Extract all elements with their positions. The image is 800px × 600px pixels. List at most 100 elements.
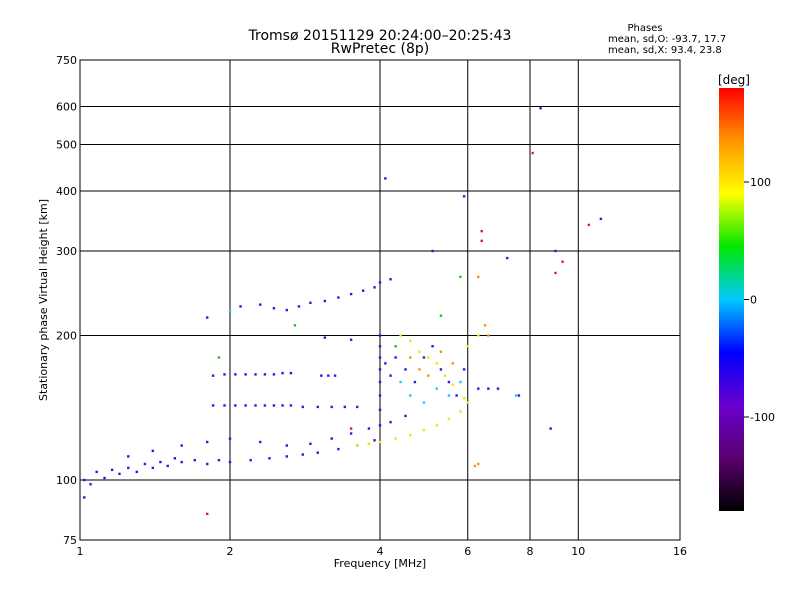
data-point xyxy=(378,380,382,384)
data-point xyxy=(549,427,552,430)
data-point xyxy=(259,303,262,306)
data-point xyxy=(205,316,209,319)
data-point xyxy=(505,256,509,260)
data-point xyxy=(439,314,443,317)
data-point xyxy=(159,460,162,464)
x-axis-ticks: 1 2 4 6 8 10 16 xyxy=(77,545,688,558)
data-point xyxy=(118,472,121,476)
data-point xyxy=(289,371,293,375)
data-point xyxy=(228,437,232,440)
data-point xyxy=(459,380,462,384)
y-tick-label: 500 xyxy=(56,139,77,152)
data-point xyxy=(244,373,247,376)
data-point xyxy=(228,460,232,464)
data-point xyxy=(110,468,114,472)
chart-title: Tromsø 20151129 20:24:00–20:25:43 xyxy=(248,28,512,44)
data-point xyxy=(103,476,106,480)
data-point xyxy=(316,405,319,409)
data-point xyxy=(180,460,183,464)
data-point xyxy=(373,439,376,442)
data-point xyxy=(413,380,417,384)
data-point xyxy=(487,334,490,337)
colorbar xyxy=(719,88,744,511)
y-tick-label: 100 xyxy=(56,474,77,487)
data-point xyxy=(378,356,382,359)
data-point xyxy=(193,458,197,462)
data-point xyxy=(234,373,237,376)
chart-subtitle: RwPretec (8p) xyxy=(331,41,429,57)
data-point xyxy=(281,404,284,407)
data-point xyxy=(272,373,276,376)
legend-heading: Phases xyxy=(627,23,662,34)
colorbar-label: [deg] xyxy=(718,73,750,87)
data-point xyxy=(211,374,215,377)
data-point xyxy=(83,496,86,499)
data-point xyxy=(239,305,242,308)
data-point xyxy=(83,478,86,482)
data-point xyxy=(447,417,451,421)
data-point xyxy=(355,405,359,409)
data-point xyxy=(378,408,382,412)
data-point xyxy=(337,447,340,451)
data-point xyxy=(259,440,262,444)
data-point xyxy=(337,296,340,299)
x-axis-label: Frequency [MHz] xyxy=(334,557,426,570)
data-point xyxy=(462,195,466,198)
data-point xyxy=(378,281,382,284)
data-point xyxy=(554,249,557,253)
data-point xyxy=(439,368,443,371)
data-point xyxy=(135,470,138,474)
data-point xyxy=(399,334,402,337)
data-point xyxy=(462,368,466,371)
colorbar-ticks: 100 0 -100 xyxy=(744,176,775,424)
x-tick-label: 6 xyxy=(464,545,471,558)
data-point xyxy=(389,278,392,281)
data-point xyxy=(285,308,288,312)
plot-frame xyxy=(79,59,681,541)
data-point xyxy=(455,394,458,397)
data-point xyxy=(389,420,392,424)
data-point xyxy=(333,374,337,377)
data-point xyxy=(320,374,323,377)
y-tick-label: 200 xyxy=(56,330,77,343)
data-point xyxy=(309,442,312,445)
data-point xyxy=(599,217,603,221)
legend-o-stats: mean, sd,O: -93.7, 17.7 xyxy=(608,34,726,45)
data-point xyxy=(427,374,430,377)
data-point xyxy=(349,427,353,430)
data-point xyxy=(480,239,483,243)
data-point xyxy=(561,260,564,263)
data-point xyxy=(327,374,330,377)
data-point xyxy=(297,305,301,308)
data-point xyxy=(343,405,347,409)
data-point xyxy=(431,345,434,348)
data-point xyxy=(477,387,480,390)
data-point xyxy=(254,373,257,376)
data-point xyxy=(151,449,155,453)
data-point xyxy=(422,356,426,359)
data-point xyxy=(217,356,221,359)
data-point xyxy=(373,286,376,289)
data-point xyxy=(127,455,130,458)
colorbar-tick-label: 100 xyxy=(750,176,771,189)
data-point xyxy=(301,453,305,456)
data-point xyxy=(293,324,297,327)
data-point xyxy=(349,292,353,296)
y-tick-label: 400 xyxy=(56,185,77,198)
y-axis-ticks: 75 100 200 300 400 500 600 750 xyxy=(56,54,77,547)
data-point xyxy=(378,368,382,371)
y-tick-label: 75 xyxy=(63,534,77,547)
data-point xyxy=(95,470,98,474)
data-point xyxy=(281,371,284,375)
data-point xyxy=(217,458,221,462)
data-point xyxy=(378,394,382,397)
data-point xyxy=(389,374,392,377)
data-point xyxy=(254,404,257,407)
data-point xyxy=(443,374,447,377)
data-point xyxy=(309,301,312,305)
data-point xyxy=(234,404,237,407)
data-point xyxy=(378,424,382,427)
data-point xyxy=(487,387,490,390)
data-point xyxy=(323,299,327,303)
